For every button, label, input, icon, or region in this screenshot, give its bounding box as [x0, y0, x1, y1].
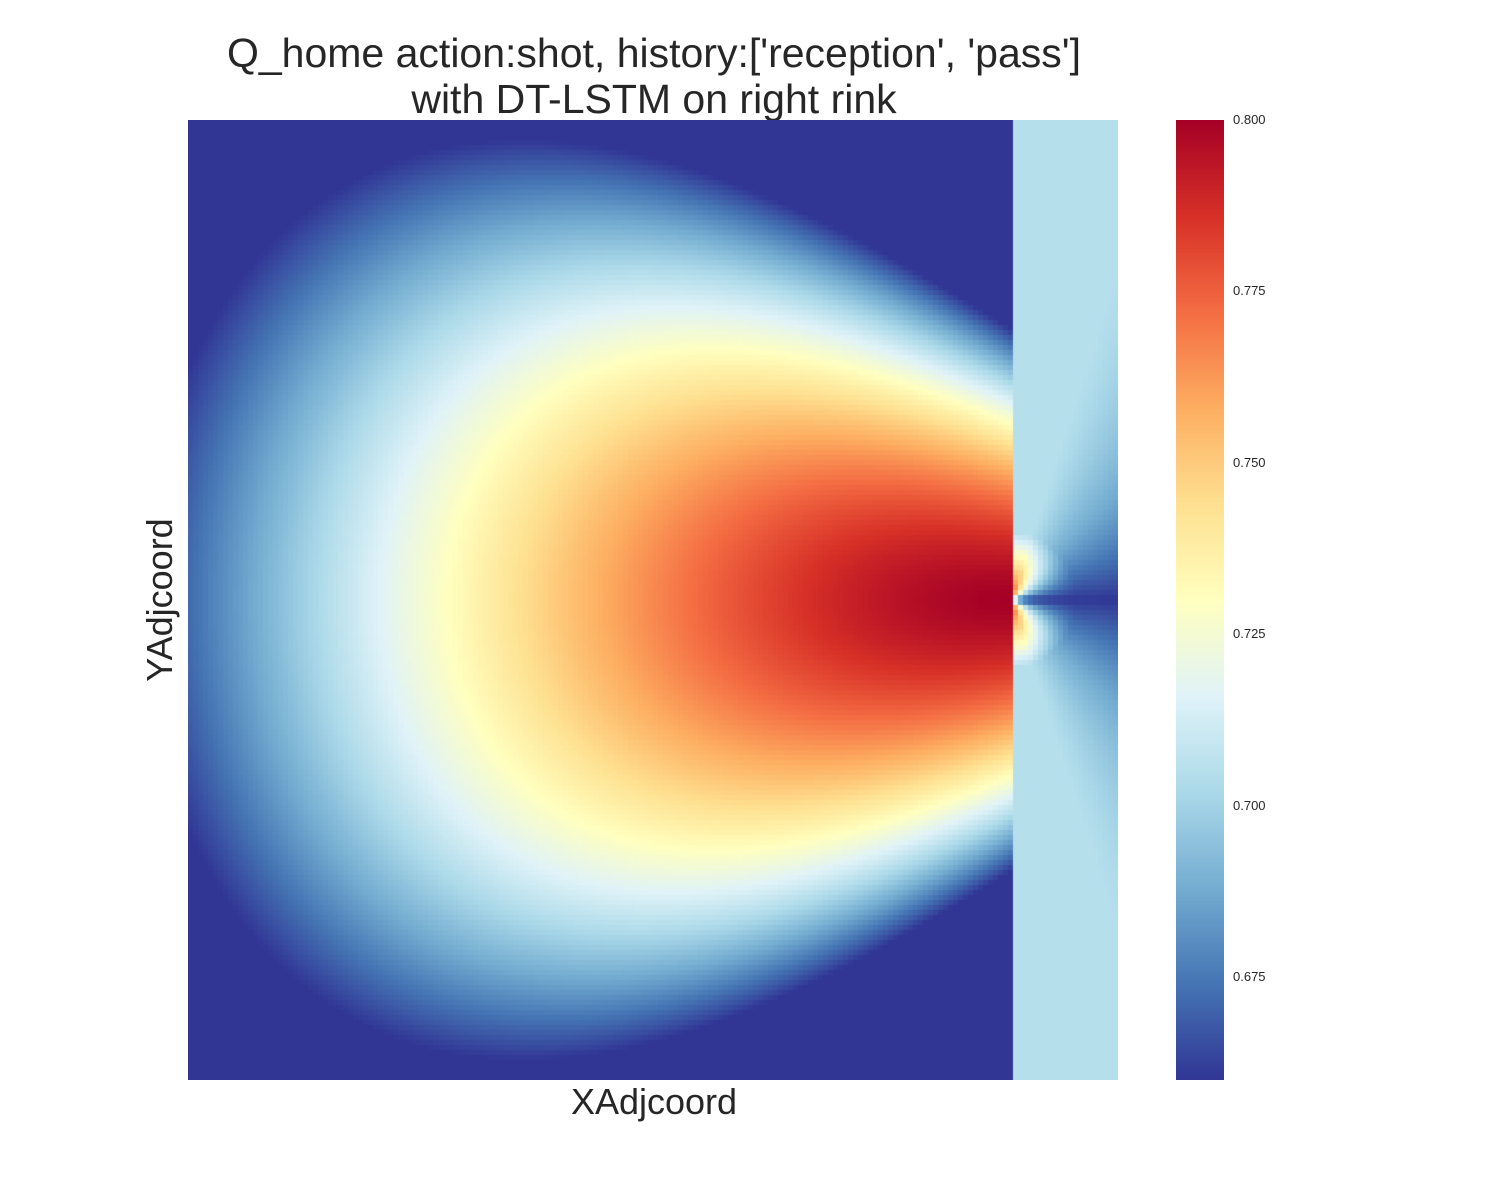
heatmap-plot	[188, 120, 1118, 1080]
x-axis-label: XAdjcoord	[570, 1081, 738, 1122]
chart-title: Q_home action:shot, history:['reception'…	[188, 30, 1120, 122]
colorbar	[1176, 120, 1224, 1080]
colorbar-tick-labels: 0.800 0.775 0.750 0.725 0.700 0.675	[1224, 113, 1304, 1080]
colorbar-tick-label: 0.750	[1233, 454, 1266, 470]
colorbar-tick-label: 0.775	[1233, 283, 1266, 299]
chart-title-line-2: with DT-LSTM on right rink	[411, 76, 897, 122]
y-axis-label: YAdjcoord	[139, 518, 180, 682]
colorbar-tick-label: 0.700	[1233, 797, 1266, 813]
chart-title-line-1: Q_home action:shot, history:['reception'…	[226, 30, 1081, 76]
colorbar-tick-label: 0.725	[1233, 626, 1266, 642]
colorbar-tick-label: 0.800	[1233, 112, 1266, 127]
colorbar-tick-label: 0.675	[1233, 969, 1266, 985]
